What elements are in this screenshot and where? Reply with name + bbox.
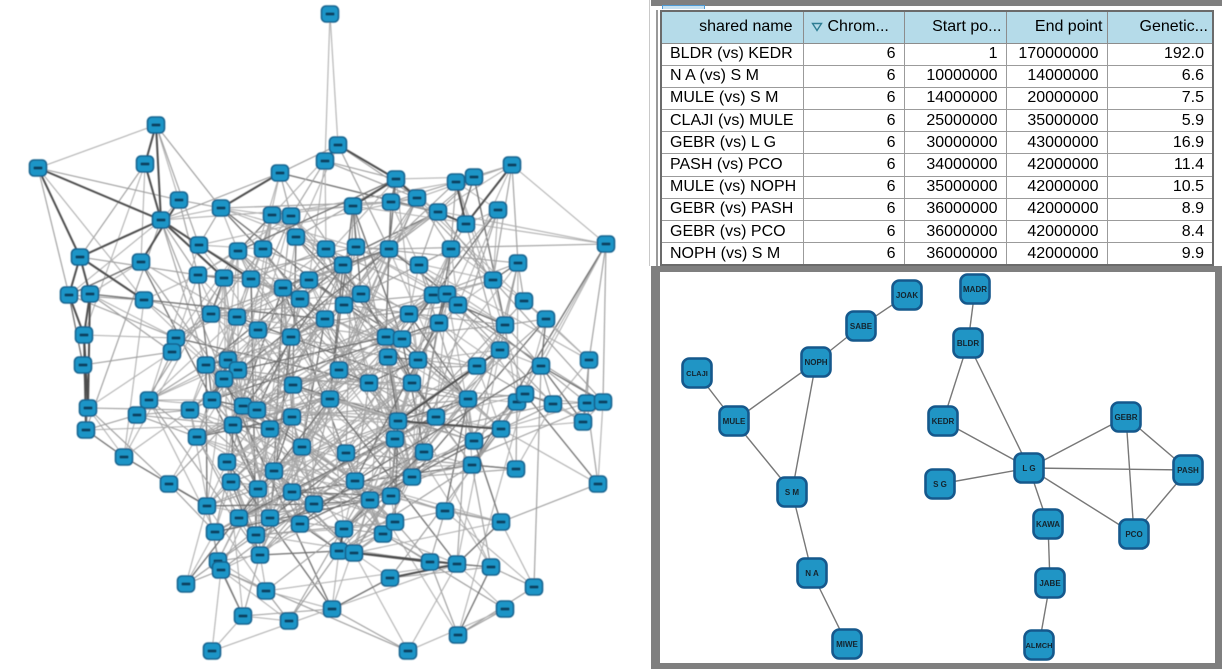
svg-text:S M: S M (785, 488, 800, 497)
svg-text:PASH: PASH (1177, 466, 1199, 475)
svg-text:GEBR: GEBR (1114, 413, 1137, 422)
svg-text:JABE: JABE (1039, 579, 1061, 588)
svg-text:NOPH: NOPH (804, 358, 827, 367)
svg-text:N A: N A (805, 569, 819, 578)
svg-text:S G: S G (933, 480, 947, 489)
svg-text:SABE: SABE (850, 322, 873, 331)
svg-text:MULE: MULE (723, 417, 746, 426)
svg-text:JOAK: JOAK (896, 291, 918, 300)
svg-text:KEDR: KEDR (932, 417, 955, 426)
svg-text:CLAJI: CLAJI (686, 369, 708, 378)
svg-text:L G: L G (1022, 464, 1035, 473)
svg-text:ALMCH: ALMCH (1025, 641, 1052, 650)
svg-text:MADR: MADR (963, 285, 987, 294)
svg-text:BLDR: BLDR (957, 339, 979, 348)
svg-text:MIWE: MIWE (836, 640, 858, 649)
svg-text:KAWA: KAWA (1036, 520, 1060, 529)
svg-text:PCO: PCO (1125, 530, 1142, 539)
